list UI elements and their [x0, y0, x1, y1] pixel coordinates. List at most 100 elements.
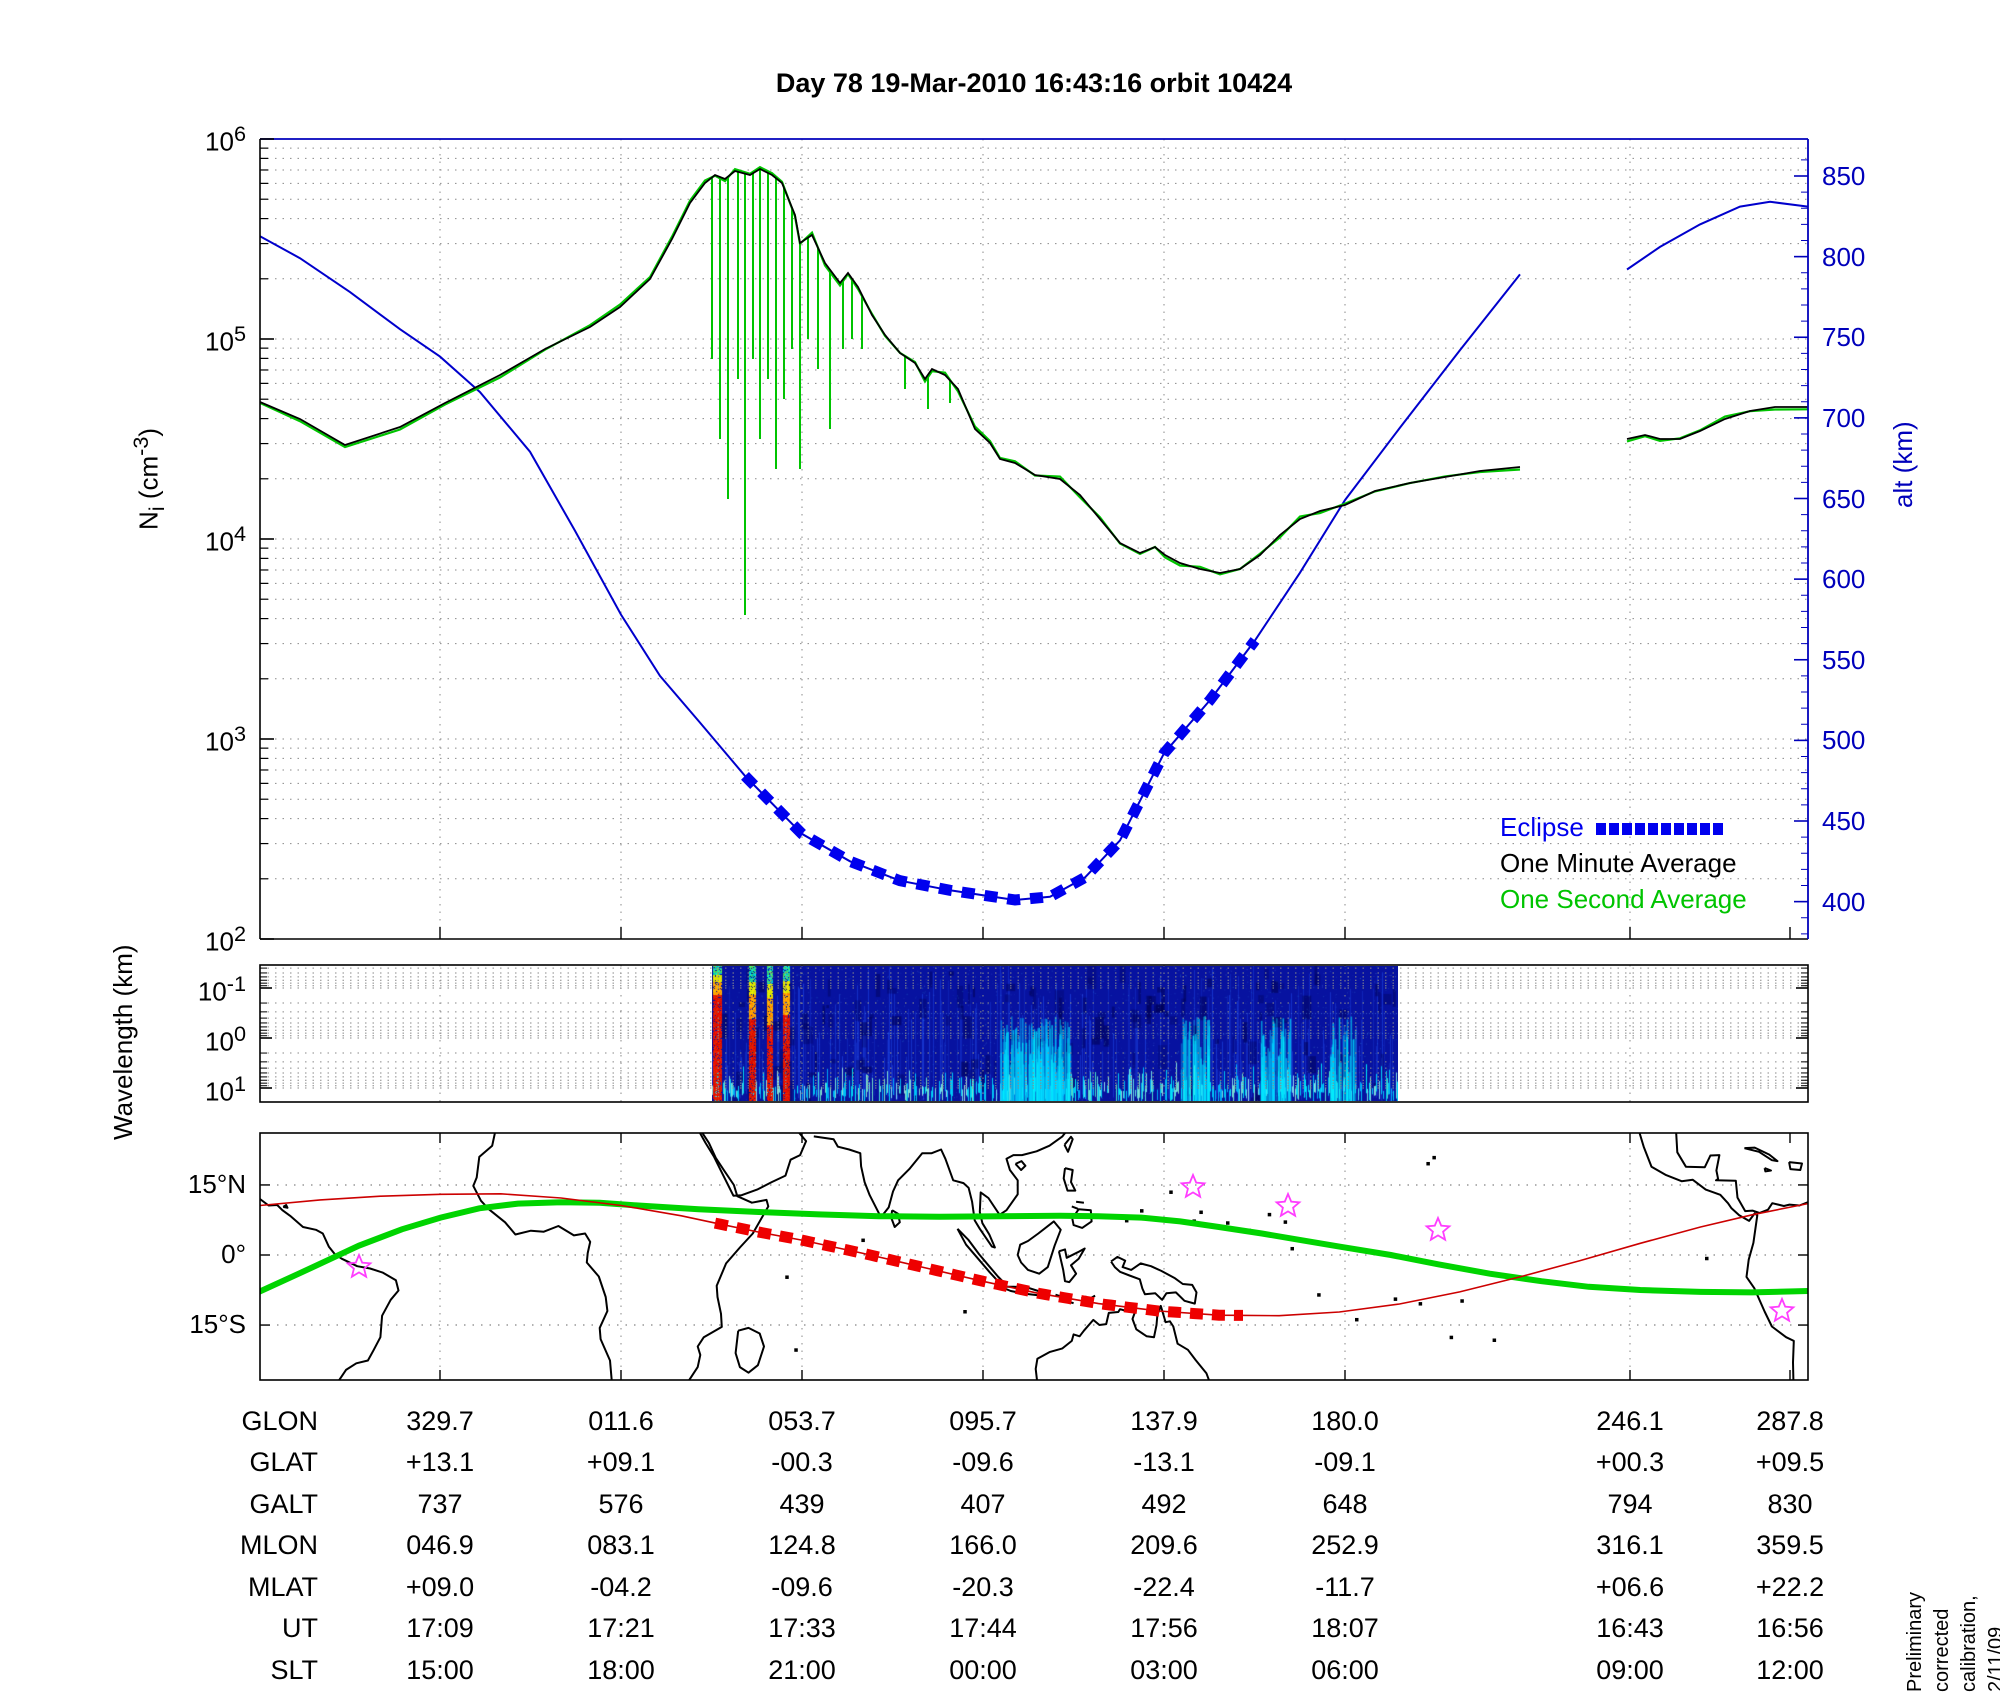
table-row-label-ut: UT: [282, 1613, 318, 1643]
density-tick-10e4: 104: [205, 521, 246, 557]
density-axis-label: Ni (cm-3): [128, 427, 169, 530]
table-cell-slt-7: 12:00: [1756, 1655, 1824, 1685]
table-cell-ut-2: 17:33: [768, 1613, 836, 1643]
table-cell-mlat-1: -04.2: [590, 1572, 652, 1602]
wavelength-axis-label: Wavelength (km): [108, 944, 138, 1140]
table-row-label-galt: GALT: [249, 1489, 318, 1519]
table-cell-galt-1: 576: [598, 1489, 644, 1519]
table-cell-mlon-5: 252.9: [1311, 1530, 1379, 1560]
legend-one-second-average-label: One Second Average: [1500, 884, 1747, 914]
table-row-label-mlat: MLAT: [247, 1572, 318, 1602]
table-cell-glon-1: 011.6: [588, 1406, 654, 1436]
alt-tick-800: 800: [1822, 241, 1866, 272]
table-cell-mlon-1: 083.1: [587, 1530, 655, 1560]
table-cell-glat-3: -09.6: [952, 1447, 1014, 1477]
table-cell-mlon-7: 359.5: [1756, 1530, 1824, 1560]
density-tick-10e5: 105: [205, 321, 246, 357]
table-cell-glat-7: +09.5: [1755, 1447, 1825, 1477]
map-lat-label-0: 0°: [221, 1239, 246, 1269]
table-cell-glat-2: -00.3: [771, 1447, 833, 1477]
eclipse-dash-square: [1609, 823, 1619, 835]
table-cell-ut-0: 17:09: [406, 1613, 474, 1643]
table-row-label-glat: GLAT: [249, 1447, 318, 1477]
table-cell-glon-6: 246.1: [1596, 1406, 1664, 1436]
table-cell-glon-7: 287.8: [1756, 1406, 1824, 1436]
production-side-note: Preliminary corrected calibration, 2/11/…: [1902, 1592, 2000, 1692]
wavelength-tick-10e-1: 10-1: [197, 971, 246, 1007]
table-cell-mlon-2: 124.8: [768, 1530, 836, 1560]
table-cell-glon-4: 137.9: [1130, 1406, 1198, 1436]
table-cell-galt-4: 492: [1141, 1489, 1187, 1519]
eclipse-dash-square: [1687, 823, 1697, 835]
table-cell-ut-4: 17:56: [1130, 1613, 1198, 1643]
table-cell-glat-6: +00.3: [1595, 1447, 1665, 1477]
table-cell-mlat-4: -22.4: [1133, 1572, 1195, 1602]
alt-tick-700: 700: [1822, 402, 1866, 433]
eclipse-dash-square: [1622, 823, 1632, 835]
alt-tick-400: 400: [1822, 886, 1866, 917]
map-lat-label-15N: 15°N: [187, 1168, 246, 1199]
eclipse-dash-square: [1635, 823, 1645, 835]
table-cell-glat-5: -09.1: [1314, 1447, 1376, 1477]
legend-eclipse-dash-swatch: [1596, 822, 1736, 835]
density-tick-10e2: 102: [205, 921, 246, 957]
eclipse-dash-square: [1648, 823, 1658, 835]
alt-tick-600: 600: [1822, 564, 1866, 595]
table-cell-glon-2: 053.7: [768, 1406, 836, 1436]
table-cell-glon-5: 180.0: [1311, 1406, 1379, 1436]
legend-eclipse-label: Eclipse: [1500, 812, 1584, 842]
table-cell-ut-3: 17:44: [949, 1613, 1017, 1643]
table-cell-glon-0: 329.7: [406, 1406, 474, 1436]
table-cell-galt-6: 794: [1607, 1489, 1653, 1519]
table-cell-mlon-6: 316.1: [1596, 1530, 1664, 1560]
table-cell-mlat-0: +09.0: [405, 1572, 475, 1602]
alt-tick-550: 550: [1822, 644, 1866, 675]
legend-one-minute-average-label: One Minute Average: [1500, 848, 1737, 878]
eclipse-dash-square: [1674, 823, 1684, 835]
table-cell-slt-6: 09:00: [1596, 1655, 1664, 1685]
table-cell-mlat-2: -09.6: [771, 1572, 833, 1602]
density-tick-10e3: 103: [205, 721, 246, 757]
table-row-label-slt: SLT: [270, 1655, 318, 1685]
figure-title: Day 78 19-Mar-2010 16:43:16 orbit 10424: [775, 68, 1293, 98]
wavelength-tick-10e0: 100: [205, 1021, 246, 1057]
table-cell-mlon-3: 166.0: [949, 1530, 1017, 1560]
eclipse-dash-square: [1596, 823, 1606, 835]
alt-tick-450: 450: [1822, 806, 1866, 836]
table-row-label-mlon: MLON: [239, 1530, 318, 1560]
table-cell-glon-3: 095.7: [949, 1406, 1017, 1436]
alt-tick-850: 850: [1822, 161, 1866, 191]
table-cell-mlon-4: 209.6: [1130, 1530, 1198, 1560]
table-cell-mlat-3: -20.3: [952, 1572, 1014, 1602]
table-cell-mlat-7: +22.2: [1755, 1572, 1825, 1602]
table-cell-slt-0: 15:00: [406, 1655, 474, 1685]
table-cell-glat-0: +13.1: [405, 1447, 475, 1477]
table-cell-mlat-6: +06.6: [1595, 1572, 1665, 1602]
table-cell-slt-1: 18:00: [587, 1655, 655, 1685]
alt-tick-650: 650: [1822, 483, 1866, 514]
table-cell-glat-4: -13.1: [1133, 1447, 1195, 1477]
table-cell-galt-5: 648: [1322, 1489, 1368, 1519]
table-cell-galt-2: 439: [779, 1489, 825, 1519]
eclipse-dash-square: [1713, 823, 1723, 835]
table-cell-mlat-5: -11.7: [1315, 1572, 1375, 1602]
table-cell-ut-6: 16:43: [1596, 1613, 1664, 1643]
eclipse-dash-square: [1661, 823, 1671, 835]
alt-tick-500: 500: [1822, 725, 1866, 756]
table-cell-slt-5: 06:00: [1311, 1655, 1379, 1685]
wavelength-tick-10e1: 101: [205, 1071, 246, 1107]
table-row-label-glon: GLON: [241, 1406, 318, 1436]
table-cell-galt-7: 830: [1767, 1489, 1813, 1519]
eclipse-dash-square: [1700, 823, 1710, 835]
table-cell-slt-2: 21:00: [768, 1655, 836, 1685]
table-cell-ut-7: 16:56: [1756, 1613, 1824, 1643]
map-lat-label-15S: 15°S: [189, 1309, 246, 1340]
table-cell-mlon-0: 046.9: [406, 1530, 474, 1560]
table-cell-galt-3: 407: [960, 1489, 1006, 1519]
alt-tick-750: 750: [1822, 322, 1866, 353]
table-cell-galt-0: 737: [417, 1489, 463, 1519]
side-note-line-1: Preliminary corrected calibration, 2/11/…: [1904, 1591, 2000, 1692]
table-cell-ut-1: 17:21: [587, 1613, 655, 1643]
table-cell-glat-1: +09.1: [586, 1447, 656, 1477]
